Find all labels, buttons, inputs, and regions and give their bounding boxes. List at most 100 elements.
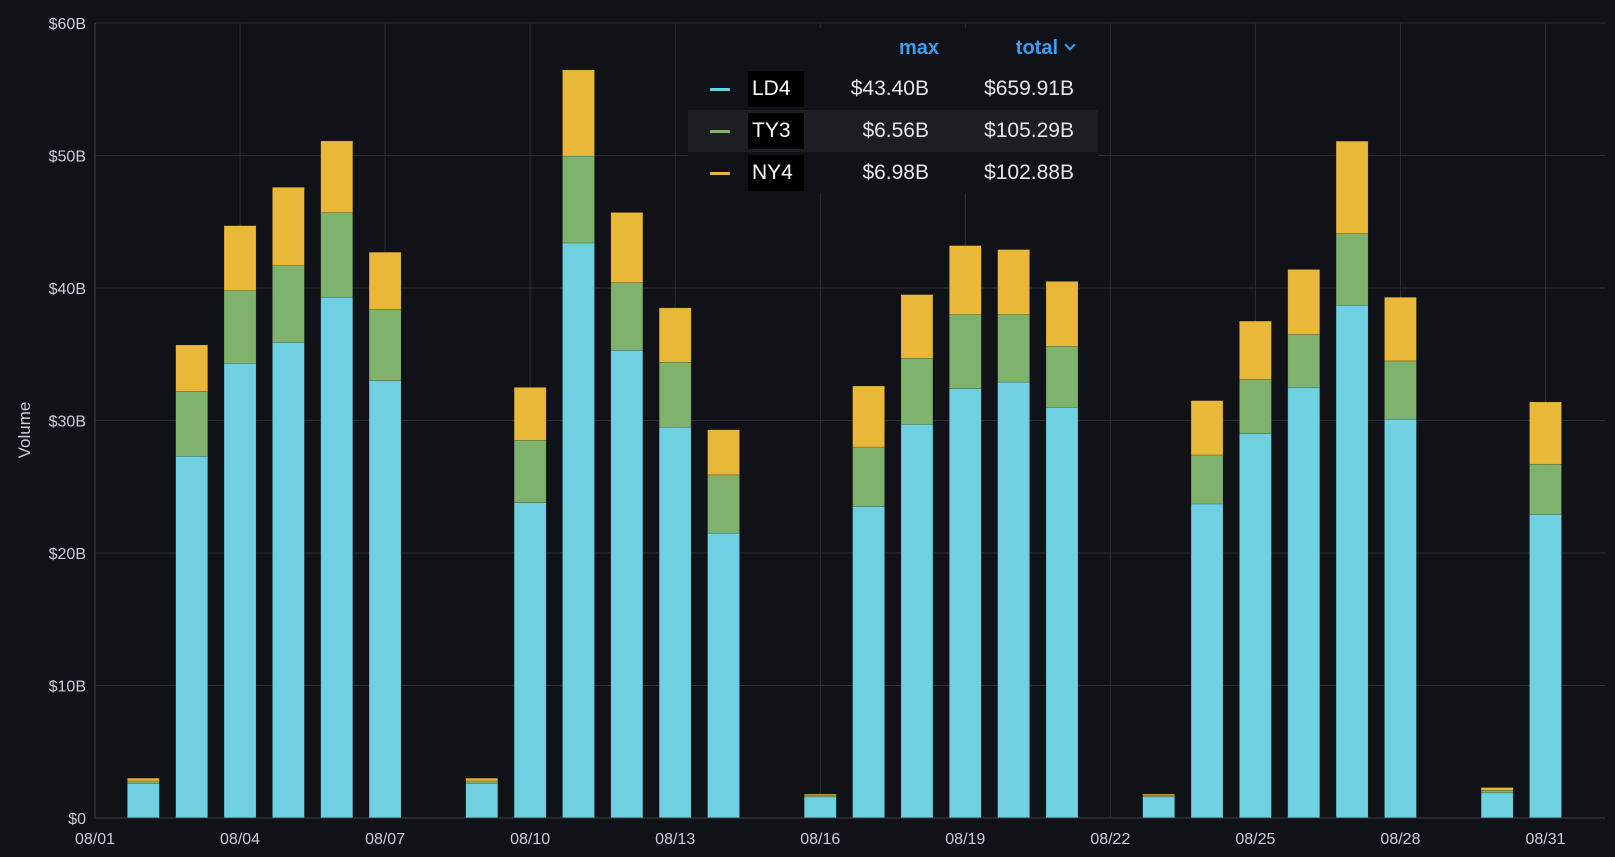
bar-ty3 [948, 314, 982, 389]
x-tick-label: 08/16 [800, 831, 840, 848]
bar-ty3 [1335, 233, 1369, 306]
bar-ty3 [127, 780, 160, 784]
legend-row-ld4[interactable]: LD4 $43.40B $659.91B [688, 68, 1098, 110]
legend-row-ty3[interactable]: TY3 $6.56B $105.29B [688, 110, 1098, 152]
bar-ty3 [997, 314, 1030, 383]
bar-ld4 [948, 388, 982, 819]
bar-ny4 [1384, 296, 1417, 362]
legend-series-name[interactable]: LD4 [748, 71, 804, 107]
bar-ny4 [368, 251, 402, 310]
bar-ld4 [1480, 792, 1514, 819]
bar-ny4 [1142, 793, 1175, 796]
y-tick-label: $30B [49, 414, 86, 431]
legend-row-ny4[interactable]: NY4 $6.98B $102.88B [688, 152, 1098, 194]
bar-ld4 [997, 381, 1030, 819]
legend-column-max[interactable]: max [898, 36, 939, 59]
bar-ny4 [1190, 400, 1224, 456]
bar-ty3 [1239, 379, 1272, 435]
bar-ny4 [707, 429, 740, 476]
bar-ny4 [900, 294, 934, 359]
y-tick-label: $50B [49, 149, 86, 166]
bar-ld4 [610, 349, 644, 819]
bar-ny4 [223, 225, 257, 291]
bar-ld4 [1529, 514, 1562, 819]
bar-ty3 [1529, 463, 1562, 515]
bar-ny4 [1045, 281, 1079, 347]
bar-ld4 [513, 502, 547, 819]
bar-ty3 [610, 282, 644, 351]
bar-ty3 [852, 446, 885, 507]
legend-swatch-ty3 [710, 129, 730, 133]
bar-ny4 [1239, 320, 1272, 380]
bar-ty3 [1190, 454, 1224, 505]
bar-ld4 [1239, 433, 1272, 819]
axes: $0 $10B $20B $30B $40B $50B $60B 08/01 08/04 08/0… [15, 16, 1605, 848]
x-tick-label: 08/04 [220, 831, 260, 848]
bar-ny4 [610, 212, 644, 284]
y-tick-label: $10B [49, 679, 86, 696]
legend-table: max total LD4 $43.40B $659.91B TY3 $6.56… [688, 28, 1098, 194]
legend-column-total-label: total [1015, 36, 1058, 59]
bar-ty3 [223, 290, 257, 364]
x-tick-label: 08/31 [1525, 831, 1565, 848]
bar-ny4 [465, 777, 499, 782]
legend-max-value: $43.40B [850, 77, 929, 100]
bar-ld4 [272, 342, 305, 819]
bar-ty3 [513, 440, 547, 503]
legend-series-name[interactable]: NY4 [748, 155, 804, 191]
bar-ld4 [1335, 304, 1369, 819]
bar-ny4 [658, 307, 692, 363]
x-tick-label: 08/01 [75, 831, 115, 848]
bar-ld4 [175, 455, 208, 819]
bar-ty3 [658, 361, 692, 428]
legend-total-value: $102.88B [984, 161, 1074, 184]
bar-ny4 [1287, 269, 1321, 335]
y-tick-label: $40B [49, 281, 86, 298]
bar-ld4 [223, 363, 257, 819]
y-tick-label: $20B [49, 546, 86, 563]
bar-ny4 [513, 387, 547, 441]
legend-series-name[interactable]: TY3 [748, 113, 804, 149]
bar-ny4 [948, 245, 982, 315]
bar-ny4 [1480, 787, 1514, 791]
legend-column-total[interactable]: total [939, 36, 1076, 60]
x-tick-label: 08/07 [365, 831, 405, 848]
legend-swatch-ld4 [710, 87, 730, 91]
bar-ny4 [852, 385, 885, 448]
bar-ty3 [562, 155, 595, 244]
bar-ld4 [127, 783, 160, 819]
bar-ny4 [272, 187, 305, 266]
x-tick-label: 08/19 [945, 831, 985, 848]
bar-ny4 [1529, 401, 1562, 465]
bar-ld4 [658, 426, 692, 819]
bar-ny4 [997, 249, 1030, 315]
bar-ld4 [803, 796, 837, 819]
bar-ny4 [320, 140, 354, 213]
bar-ld4 [900, 424, 934, 819]
bar-ld4 [1287, 387, 1321, 819]
bar-ld4 [562, 242, 595, 819]
bar-ty3 [1045, 345, 1079, 408]
bar-ty3 [1384, 360, 1417, 420]
bar-ld4 [465, 783, 499, 819]
bar-ty3 [368, 308, 402, 382]
bar-ty3 [175, 391, 208, 457]
y-tick-label: $60B [49, 16, 86, 33]
bar-ld4 [1142, 796, 1175, 819]
legend-total-value: $659.91B [984, 77, 1074, 100]
bar-ny4 [562, 69, 595, 157]
bar-ny4 [127, 777, 160, 782]
bar-ty3 [900, 357, 934, 425]
x-tick-label: 08/22 [1090, 831, 1130, 848]
legend-header: max total [688, 28, 1098, 68]
x-tick-label: 08/28 [1380, 831, 1420, 848]
y-axis-title: Volume [15, 402, 34, 459]
bar-ld4 [707, 532, 740, 819]
bar-ld4 [1190, 503, 1224, 819]
chevron-down-icon [1064, 38, 1076, 51]
bar-ty3 [465, 780, 499, 784]
bar-ld4 [852, 506, 885, 819]
bar-ld4 [1045, 406, 1079, 819]
legend-swatch-ny4 [710, 171, 730, 175]
